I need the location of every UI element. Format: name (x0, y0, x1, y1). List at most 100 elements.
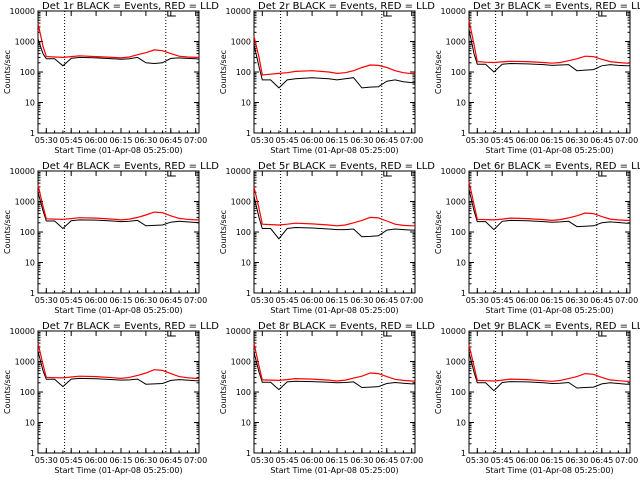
x-tick-label: 05:30 (251, 136, 274, 145)
x-tick-label: 07:00 (184, 136, 207, 145)
panel-det-5: Det 5r BLACK = Events, RED = LLD 1 10 100 10… (219, 161, 435, 315)
y-tick-label: 10 (241, 259, 251, 268)
y-tick-label: 10 (456, 259, 466, 268)
y-tick-label: 1000 (231, 198, 251, 207)
y-axis-label: Counts/sec (434, 370, 443, 414)
plot-frame (468, 330, 631, 454)
x-tick-label: 06:00 (85, 296, 108, 305)
panel-title: Det 4r BLACK = Events, RED = LLD (42, 161, 219, 172)
y-axis-label: Counts/sec (3, 370, 12, 414)
x-tick-label: 06:15 (109, 136, 132, 145)
y-tick-label: 1000 (446, 38, 466, 47)
x-tick-label: 05:30 (35, 136, 58, 145)
panel-title: Det 6r BLACK = Events, RED = LLD (473, 161, 640, 172)
bracket-marker (383, 171, 392, 177)
x-tick-label: 06:15 (325, 136, 348, 145)
plot-frame (253, 330, 416, 454)
x-tick-label: 06:30 (350, 456, 373, 465)
y-axis-label: Counts/sec (219, 50, 228, 94)
panel-det-9: Det 9r BLACK = Events, RED = LLD 1 10 100 10… (434, 321, 640, 475)
x-tick-label: 06:15 (325, 296, 348, 305)
x-tick-label: 05:45 (491, 136, 514, 145)
x-tick-label: 06:30 (350, 136, 373, 145)
series-events-line (253, 195, 415, 240)
panel-title: Det 1r BLACK = Events, RED = LLD (42, 1, 219, 12)
plot-frame (37, 10, 200, 134)
x-tick-label: 07:00 (615, 456, 638, 465)
series-events-line (37, 38, 200, 67)
y-axis-label: Counts/sec (3, 210, 12, 254)
x-tick-label: 06:30 (134, 456, 157, 465)
series-lld-line (253, 35, 416, 76)
bracket-marker (598, 171, 607, 177)
y-tick-label: 1000 (231, 38, 251, 47)
y-tick-label: 10 (25, 99, 35, 108)
plot-frame (253, 170, 416, 294)
y-tick-label: 1000 (15, 358, 35, 367)
x-axis-label: Start Time (01-Apr-08 05:25:00) (485, 306, 613, 315)
x-tick-label: 07:00 (400, 136, 423, 145)
x-tick-label: 05:45 (60, 296, 83, 305)
x-tick-label: 05:30 (466, 136, 489, 145)
x-tick-label: 06:45 (590, 136, 613, 145)
panel-det-1: Det 1r BLACK = Events, RED = LLD 1 10 100 10… (3, 1, 219, 155)
series-lld-line (37, 184, 199, 221)
x-tick-label: 05:30 (466, 456, 489, 465)
x-tick-label: 06:30 (565, 136, 588, 145)
y-tick-label: 1 (30, 289, 35, 298)
x-tick-label: 06:30 (565, 456, 588, 465)
y-tick-label: 10 (456, 419, 466, 428)
bracket-marker (383, 331, 392, 337)
y-tick-label: 1000 (15, 198, 35, 207)
series-events-line (468, 189, 630, 231)
x-tick-label: 05:45 (276, 456, 299, 465)
bracket-marker (598, 11, 607, 17)
x-tick-label: 06:30 (350, 296, 373, 305)
bracket-marker (598, 331, 607, 337)
series-events-line (468, 29, 630, 73)
x-tick-label: 05:45 (276, 136, 299, 145)
panel-title: Det 7r BLACK = Events, RED = LLD (42, 321, 219, 332)
x-tick-label: 06:45 (159, 136, 182, 145)
x-tick-label: 06:15 (540, 456, 563, 465)
x-axis-label: Start Time (01-Apr-08 05:25:00) (54, 146, 182, 155)
x-axis-label: Start Time (01-Apr-08 05:25:00) (54, 306, 182, 315)
series-lld-line (468, 344, 630, 382)
y-tick-label: 10000 (226, 327, 251, 336)
series-events-line (37, 192, 199, 230)
y-tick-label: 10 (241, 99, 251, 108)
panel-title: Det 9r BLACK = Events, RED = LLD (473, 321, 640, 332)
x-tick-label: 06:30 (134, 296, 157, 305)
y-tick-label: 1000 (446, 198, 466, 207)
x-tick-label: 07:00 (615, 296, 638, 305)
x-axis-label: Start Time (01-Apr-08 05:25:00) (270, 306, 398, 315)
y-axis-label: Counts/sec (219, 370, 228, 414)
y-tick-label: 100 (20, 228, 35, 237)
y-tick-label: 10000 (441, 327, 466, 336)
y-tick-label: 1000 (446, 358, 466, 367)
y-tick-label: 10 (25, 419, 35, 428)
x-tick-label: 05:45 (276, 296, 299, 305)
x-tick-label: 05:30 (251, 456, 274, 465)
x-tick-label: 05:45 (491, 456, 514, 465)
series-events-line (253, 352, 415, 391)
y-axis-label: Counts/sec (219, 210, 228, 254)
panel-det-4: Det 4r BLACK = Events, RED = LLD 1 10 100 10… (3, 161, 219, 315)
x-tick-label: 05:30 (466, 296, 489, 305)
x-tick-label: 05:30 (35, 296, 58, 305)
y-axis-label: Counts/sec (3, 50, 12, 94)
y-tick-label: 1 (30, 449, 35, 458)
y-tick-label: 1 (461, 289, 466, 298)
x-tick-label: 06:00 (301, 136, 324, 145)
y-tick-label: 100 (236, 68, 251, 77)
y-tick-label: 10000 (441, 7, 466, 16)
x-axis-label: Start Time (01-Apr-08 05:25:00) (485, 146, 613, 155)
panel-det-2: Det 2r BLACK = Events, RED = LLD 1 10 100 10… (219, 1, 435, 155)
x-tick-label: 07:00 (184, 456, 207, 465)
x-axis-label: Start Time (01-Apr-08 05:25:00) (485, 466, 613, 475)
bracket-marker (383, 11, 392, 17)
x-tick-label: 06:00 (516, 136, 539, 145)
panel-title: Det 5r BLACK = Events, RED = LLD (258, 161, 435, 172)
y-tick-label: 10000 (441, 167, 466, 176)
